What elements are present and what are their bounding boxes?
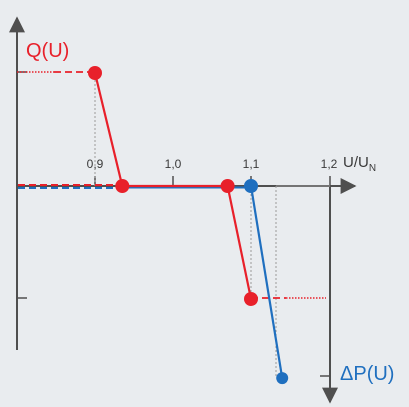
u-tick-label: 1,0 [165, 157, 182, 171]
q-markers [88, 66, 258, 306]
p-curve [249, 185, 284, 379]
p-markers [244, 179, 289, 385]
u-tick-label: 0,9 [87, 157, 104, 171]
q-curve [93, 72, 253, 300]
u-axis-label-main: U/U [343, 154, 369, 171]
u-tick-labels: 0,9 1,0 1,1 1,2 [87, 157, 338, 171]
q-marker [220, 179, 235, 193]
u-tick-label: 1,1 [243, 157, 260, 171]
q-marker [88, 66, 102, 80]
q-marker [244, 292, 258, 306]
u-tick-label: 1,2 [321, 157, 338, 171]
u-axis-label-sub: N [369, 163, 376, 174]
u-axis-label: U/UN [343, 154, 376, 174]
q-axis-label: Q(U) [26, 40, 69, 62]
p-marker [244, 179, 258, 193]
q-marker [115, 179, 130, 193]
p-axis-label: ΔP(U) [340, 363, 394, 385]
p-marker [276, 372, 289, 385]
